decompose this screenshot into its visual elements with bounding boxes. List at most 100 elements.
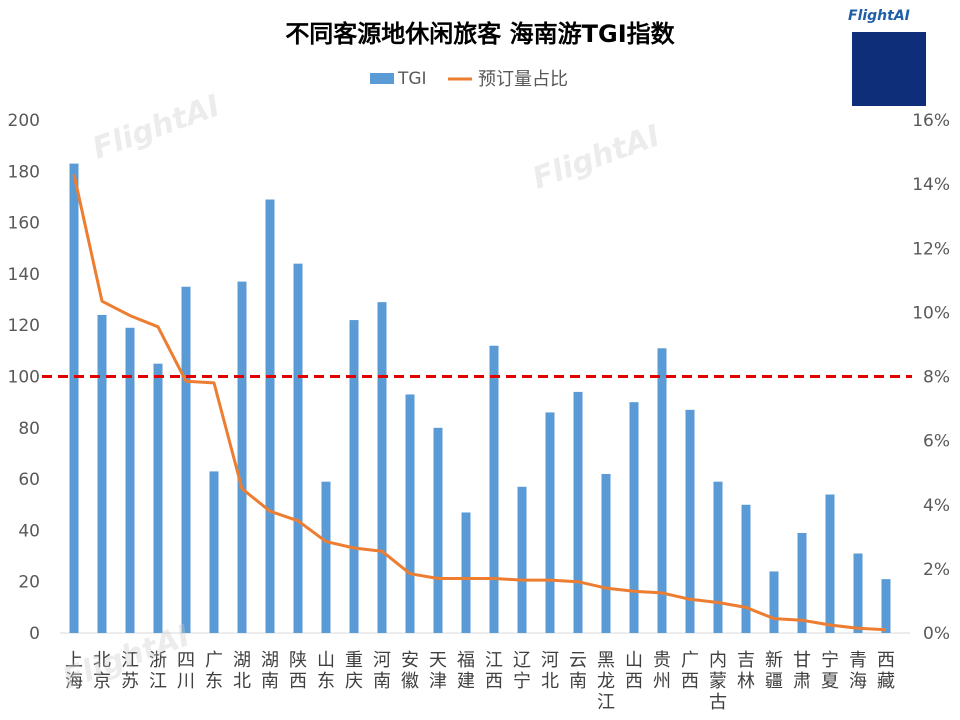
x-tick-label-char: 肃 bbox=[793, 671, 811, 692]
x-tick-label-char: 龙 bbox=[597, 671, 615, 692]
x-tick-label-char: 藏 bbox=[877, 671, 895, 692]
tgi-bar bbox=[517, 486, 527, 633]
x-tick-label-char: 湖 bbox=[261, 650, 279, 671]
x-tick-label-char: 西 bbox=[681, 671, 699, 692]
left-axis: 0 20 40 60 80 100 120 140 160 180 200 bbox=[8, 111, 910, 644]
x-tick-label-char: 山 bbox=[625, 650, 643, 671]
tgi-bar bbox=[293, 263, 303, 633]
x-tick-label-char: 福 bbox=[457, 650, 475, 671]
x-tick-label-char: 徽 bbox=[401, 671, 419, 692]
x-tick-label-char: 河 bbox=[541, 650, 559, 671]
tgi-bar bbox=[601, 473, 611, 633]
x-tick-label-char: 东 bbox=[205, 671, 223, 692]
x-tick-label-char: 山 bbox=[317, 650, 335, 671]
tgi-bar bbox=[125, 327, 135, 633]
line-series bbox=[72, 174, 887, 632]
x-tick-label-char: 川 bbox=[177, 671, 195, 692]
x-tick-label-char: 黑 bbox=[597, 650, 615, 671]
x-tick-label-char: 西 bbox=[485, 671, 503, 692]
x-tick-label-char: 夏 bbox=[821, 671, 839, 692]
x-tick-label-char: 南 bbox=[261, 671, 279, 692]
tgi-bar bbox=[265, 199, 275, 633]
y-left-tick-label: 180 bbox=[8, 162, 40, 182]
tgi-bar bbox=[209, 471, 219, 633]
x-tick-label-char: 广 bbox=[681, 650, 699, 671]
x-tick-label-char: 广 bbox=[205, 650, 223, 671]
x-tick-label-char: 贵 bbox=[653, 650, 671, 671]
x-tick-label-char: 内 bbox=[709, 650, 727, 671]
y-left-tick-label: 20 bbox=[18, 573, 40, 593]
x-tick-label-char: 海 bbox=[849, 671, 867, 692]
tgi-bar bbox=[405, 394, 415, 633]
x-tick-label-char: 南 bbox=[569, 671, 587, 692]
x-tick-label-char: 西 bbox=[289, 671, 307, 692]
y-right-tick-label: 4% bbox=[923, 496, 950, 516]
y-left-tick-label: 80 bbox=[18, 419, 40, 439]
tgi-bar bbox=[741, 504, 751, 633]
x-tick-label-char: 古 bbox=[709, 692, 727, 713]
tgi-bar bbox=[489, 345, 499, 633]
y-left-tick-label: 0 bbox=[29, 624, 40, 644]
x-tick-label-char: 新 bbox=[765, 650, 783, 671]
x-axis-labels: 上海北京江苏浙江四川广东湖北湖南陕西山东重庆河南安徽天津福建江西辽宁河北云南黑龙… bbox=[65, 650, 895, 713]
x-tick-label-char: 四 bbox=[177, 650, 195, 671]
legend-label-tgi: TGI bbox=[397, 69, 427, 89]
tgi-bar bbox=[769, 571, 779, 633]
x-tick-label-char: 浙 bbox=[149, 650, 167, 671]
x-tick-label-char: 吉 bbox=[737, 650, 755, 671]
tgi-bar bbox=[69, 163, 79, 634]
tgi-bar bbox=[153, 363, 163, 633]
y-left-tick-label: 160 bbox=[8, 214, 40, 234]
chart-title: 不同客源地休闲旅客 海南游TGI指数 bbox=[285, 20, 675, 48]
tgi-bar bbox=[685, 409, 695, 633]
y-right-tick-label: 8% bbox=[923, 368, 950, 388]
tgi-bar bbox=[377, 302, 387, 633]
x-tick-label-char: 青 bbox=[849, 650, 867, 671]
x-tick-label-char: 苏 bbox=[121, 671, 139, 692]
booking-share-line bbox=[72, 174, 887, 632]
y-right-tick-label: 16% bbox=[912, 111, 950, 131]
y-left-tick-label: 200 bbox=[8, 111, 40, 131]
x-tick-label-char: 云 bbox=[569, 650, 587, 671]
tgi-bar bbox=[629, 402, 639, 633]
tgi-bar bbox=[657, 348, 667, 633]
x-tick-label-char: 西 bbox=[877, 650, 895, 671]
x-tick-label-char: 东 bbox=[317, 671, 335, 692]
x-tick-label-char: 蒙 bbox=[709, 671, 727, 692]
y-right-tick-label: 2% bbox=[923, 560, 950, 580]
right-axis: 0% 2% 4% 6% 8% 10% 12% 14% 16% bbox=[912, 111, 950, 644]
x-tick-label-char: 北 bbox=[93, 650, 111, 671]
x-tick-label-char: 西 bbox=[625, 671, 643, 692]
x-tick-label-char: 海 bbox=[65, 671, 83, 692]
tgi-bar bbox=[797, 532, 807, 633]
tgi-bar bbox=[97, 314, 107, 633]
x-tick-label-char: 辽 bbox=[513, 650, 531, 671]
brand-logo: FlightAI bbox=[848, 8, 910, 24]
legend-swatch-tgi bbox=[370, 73, 394, 84]
legend: TGI 预订量占比 bbox=[370, 69, 568, 90]
y-left-tick-label: 100 bbox=[8, 368, 40, 388]
tgi-bar bbox=[881, 579, 891, 633]
y-left-tick-label: 40 bbox=[18, 521, 40, 541]
y-right-tick-label: 0% bbox=[923, 624, 950, 644]
x-tick-label-char: 北 bbox=[233, 671, 251, 692]
qr-code-icon bbox=[850, 30, 928, 108]
y-right-tick-label: 10% bbox=[912, 303, 950, 323]
y-left-tick-label: 140 bbox=[8, 265, 40, 285]
x-tick-label-char: 建 bbox=[457, 671, 475, 692]
x-tick-label-char: 宁 bbox=[821, 650, 839, 671]
x-tick-label-char: 林 bbox=[737, 671, 755, 692]
x-tick-label-char: 南 bbox=[373, 671, 391, 692]
tgi-bar bbox=[181, 286, 191, 633]
x-tick-label-char: 州 bbox=[653, 671, 671, 692]
x-tick-label-char: 北 bbox=[541, 671, 559, 692]
x-tick-label-char: 庆 bbox=[345, 671, 363, 692]
tgi-bar bbox=[713, 481, 723, 633]
tgi-bar bbox=[853, 553, 863, 633]
x-tick-label-char: 湖 bbox=[233, 650, 251, 671]
x-tick-label-char: 江 bbox=[121, 650, 139, 671]
tgi-bar bbox=[321, 481, 331, 633]
x-tick-label-char: 安 bbox=[401, 650, 419, 671]
x-tick-label-char: 天 bbox=[429, 650, 447, 671]
